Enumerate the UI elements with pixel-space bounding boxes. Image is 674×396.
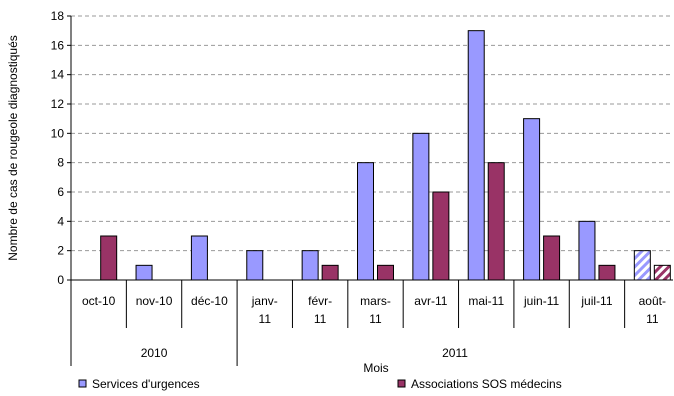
x-category-label: oct-10 <box>82 294 116 308</box>
y-tick-label: 4 <box>57 214 64 228</box>
y-tick-label: 2 <box>57 244 64 258</box>
bar-services-urgences <box>135 264 153 281</box>
y-tick-label: 16 <box>51 38 65 52</box>
x-category-label: avr-11 <box>414 294 447 308</box>
bar-services-urgences <box>578 220 596 281</box>
bar-sos-medecins <box>543 235 561 281</box>
y-tick-label: 0 <box>57 273 64 287</box>
y-tick-labels: 0 2 4 6 8 10 12 14 16 18 <box>51 9 65 287</box>
bars <box>100 30 671 281</box>
x-category-label: déc-10 <box>191 294 228 308</box>
x-category-label: juin-11 <box>523 294 559 308</box>
bar-services-urgences <box>412 132 430 281</box>
bar-sos-medecins <box>598 264 616 281</box>
x-category-label: janv- <box>251 294 278 308</box>
x-axis-label: Mois <box>363 361 388 375</box>
bar-services-urgences <box>357 162 374 281</box>
y-tick-label: 18 <box>51 9 65 23</box>
y-tick-label: 6 <box>57 185 64 199</box>
y-tick-label: 10 <box>51 126 65 140</box>
x-category-label: nov-10 <box>136 294 173 308</box>
bar-sos-medecins <box>100 235 118 281</box>
x-category-label: mars- <box>360 294 391 308</box>
y-tick-label: 14 <box>51 68 65 82</box>
bar-services-urgences <box>523 118 541 281</box>
y-axis-label: Nombre de cas de rougeole diagnostiqués <box>6 35 20 260</box>
year-group-label: 2010 <box>141 346 168 360</box>
bar-services-urgences <box>467 30 485 281</box>
legend-label: Associations SOS médecins <box>411 377 562 391</box>
x-category-label: juil-11 <box>580 294 612 308</box>
bar-services-urgences <box>246 250 264 281</box>
bar-services-urgences <box>190 235 208 281</box>
legend: Services d'urgences Associations SOS méde… <box>78 377 562 391</box>
bar-sos-medecins <box>377 264 394 281</box>
legend-swatch <box>78 379 87 388</box>
bar-sos-medecins <box>487 162 505 281</box>
x-category-label: 11 <box>259 312 272 326</box>
x-category-label: août- <box>639 294 666 308</box>
x-category-labels: oct-10 nov-10 déc-10 janv- 11 févr- 11 mars- 11 a… <box>82 294 666 360</box>
legend-swatch <box>397 379 406 388</box>
bar-sos-medecins <box>432 191 450 281</box>
x-category-label: mai-11 <box>468 294 504 308</box>
y-tick-label: 8 <box>57 156 64 170</box>
bar-sos-medecins <box>653 264 671 281</box>
x-category-label: févr- <box>308 294 332 308</box>
x-category-label: 11 <box>369 312 382 326</box>
axes <box>67 15 673 366</box>
bar-sos-medecins <box>321 264 339 281</box>
bar-services-urgences <box>301 250 319 281</box>
x-category-label: 11 <box>314 312 327 326</box>
y-tick-label: 12 <box>51 97 65 111</box>
legend-label: Services d'urgences <box>92 377 200 391</box>
bar-services-urgences <box>633 250 651 281</box>
year-group-label: 2011 <box>442 346 468 360</box>
x-category-label: 11 <box>646 312 659 326</box>
